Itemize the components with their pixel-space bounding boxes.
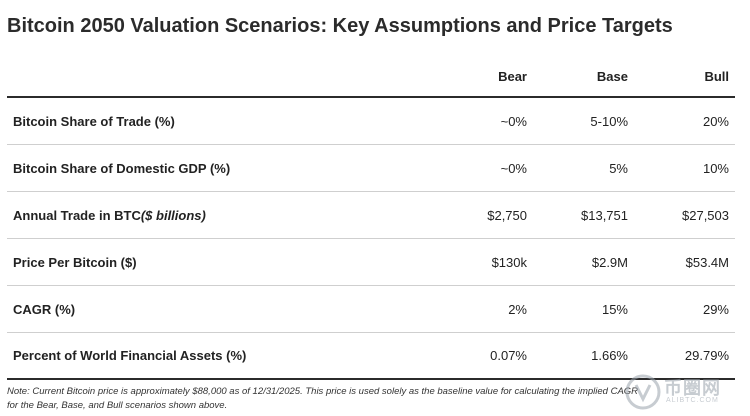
cell-bear: ~0%: [500, 160, 527, 176]
cell-bear: 0.07%: [490, 348, 527, 363]
column-header-bull: Bull: [704, 69, 729, 84]
column-header-bear: Bear: [498, 69, 527, 84]
row-label: CAGR (%): [13, 301, 76, 317]
row-label: Bitcoin Share of Domestic GDP (%): [13, 160, 231, 176]
watermark-logo-icon: [625, 374, 661, 410]
cell-base: $2.9M: [591, 254, 628, 270]
cell-bull: $27,503: [682, 207, 729, 223]
table-row: Bitcoin Share of Trade (%) ~0% 5-10% 20%: [7, 98, 735, 145]
footnote: Note: Current Bitcoin price is approxima…: [7, 386, 639, 411]
cell-bull: $53.4M: [685, 254, 729, 270]
cell-base: 1.66%: [591, 348, 628, 363]
page-title: Bitcoin 2050 Valuation Scenarios: Key As…: [7, 15, 673, 37]
cell-bull: 29.79%: [684, 348, 729, 363]
cell-base: 5-10%: [590, 113, 628, 129]
table-header-row: Bear Base Bull: [7, 57, 735, 98]
valuation-table: Bear Base Bull Bitcoin Share of Trade (%…: [7, 57, 735, 380]
table-row: Percent of World Financial Assets (%) 0.…: [7, 333, 735, 380]
row-label: Bitcoin Share of Trade (%): [13, 113, 175, 129]
cell-bear: ~0%: [500, 113, 527, 129]
table-row: Annual Trade in BTC ($ billions) $2,750 …: [7, 192, 735, 239]
row-label: Percent of World Financial Assets (%): [13, 348, 247, 363]
cell-bear: $130k: [491, 254, 527, 270]
column-header-base: Base: [596, 69, 628, 84]
cell-bull: 29%: [702, 301, 729, 317]
table-row: Price Per Bitcoin ($) $130k $2.9M $53.4M: [7, 239, 735, 286]
cell-bull: 10%: [702, 160, 729, 176]
cell-bull: 20%: [702, 113, 729, 129]
table-row: CAGR (%) 2% 15% 29%: [7, 286, 735, 333]
watermark: 币圈网 ALIBTC.COM: [624, 372, 744, 412]
table-row: Bitcoin Share of Domestic GDP (%) ~0% 5%…: [7, 145, 735, 192]
cell-base: 15%: [601, 301, 628, 317]
watermark-subtext: ALIBTC.COM: [666, 397, 719, 404]
row-label: Annual Trade in BTC ($ billions): [13, 207, 206, 223]
cell-bear: 2%: [508, 301, 527, 317]
cell-base: 5%: [609, 160, 628, 176]
cell-base: $13,751: [581, 207, 628, 223]
watermark-text: 币圈网: [664, 378, 721, 398]
cell-bear: $2,750: [487, 207, 527, 223]
row-label: Price Per Bitcoin ($): [13, 254, 137, 270]
